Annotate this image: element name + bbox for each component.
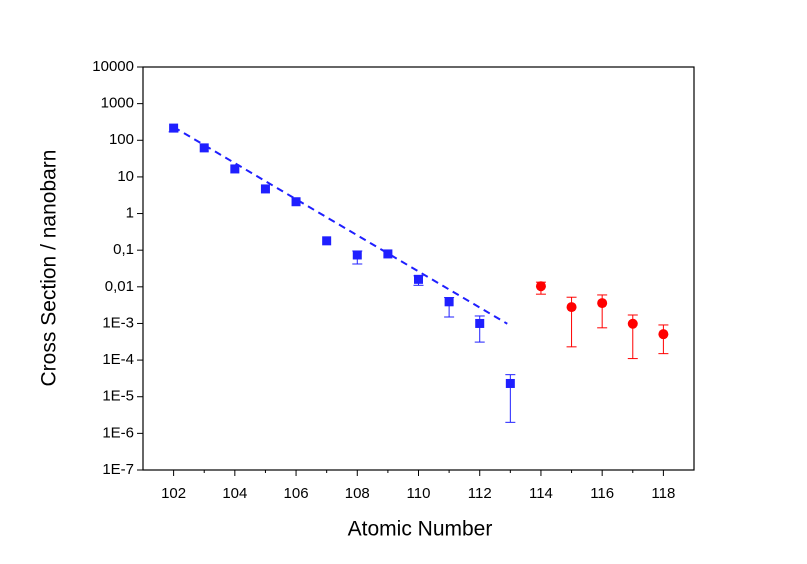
point [352, 250, 362, 260]
y-axis-title: Cross Section / nanobarn [38, 150, 61, 387]
x-tick-label: 106 [284, 485, 309, 502]
point [291, 197, 301, 207]
x-tick-label: 118 [651, 485, 675, 502]
point [414, 274, 423, 284]
fit-line [173, 126, 508, 325]
y-tick-label: 0,1 [113, 241, 134, 258]
point [566, 302, 577, 313]
y-tick-label: 1E-5 [102, 388, 134, 405]
point [475, 318, 485, 328]
point [444, 297, 454, 307]
x-tick-label: 108 [345, 485, 370, 502]
point [260, 184, 270, 194]
y-tick-label: 10 [117, 168, 134, 185]
x-tick-label: 110 [407, 485, 431, 502]
point [505, 378, 515, 388]
x-tick-label: 102 [161, 485, 186, 502]
y-tick-label: 10000 [92, 58, 134, 75]
x-tick-label: 112 [468, 485, 492, 502]
point [535, 281, 546, 292]
point [199, 143, 209, 153]
x-tick-label: 114 [529, 485, 553, 502]
y-tick-label: 1E-6 [102, 424, 134, 441]
y-tick-label: 1 [126, 205, 134, 222]
x-tick-label: 116 [590, 485, 614, 502]
point [597, 298, 608, 309]
x-tick-label: 104 [222, 485, 247, 502]
point [627, 318, 638, 329]
y-tick-label: 1E-3 [102, 314, 134, 331]
point [230, 164, 240, 174]
y-tick-label: 100 [109, 131, 134, 148]
y-tick-label: 1E-4 [102, 351, 134, 368]
y-tick-label: 0,01 [105, 278, 134, 295]
point [383, 249, 393, 259]
x-axis-title: Atomic Number [348, 518, 493, 541]
point [658, 329, 669, 340]
y-tick-label: 1000 [101, 95, 134, 112]
plot-frame [142, 66, 695, 471]
point [322, 236, 332, 246]
point [169, 123, 179, 133]
y-tick-label: 1E-7 [102, 461, 134, 478]
